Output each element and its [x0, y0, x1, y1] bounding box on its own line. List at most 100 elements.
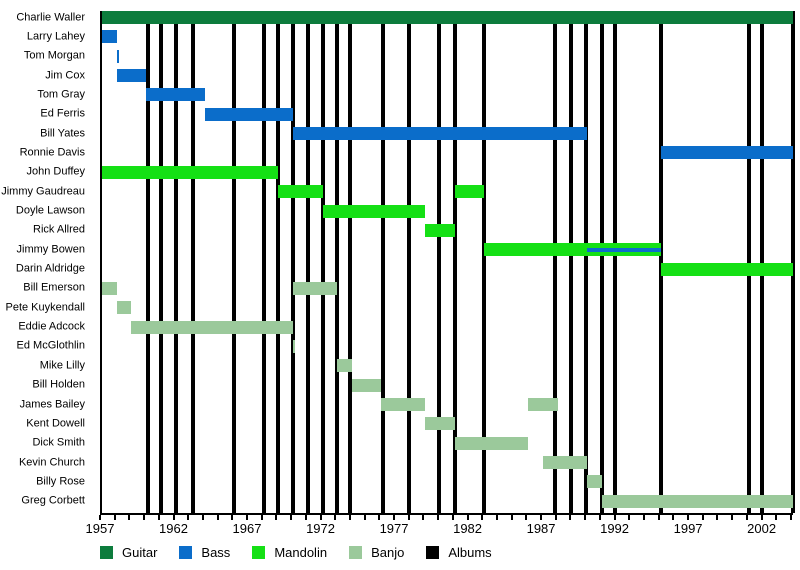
x-axis-tick-label: 1962 [159, 521, 188, 536]
member-label: Doyle Lawson [15, 204, 85, 217]
member-label: James Bailey [19, 398, 85, 410]
album-line [552, 11, 557, 513]
x-axis-tick [687, 515, 690, 520]
member-bar [322, 204, 426, 218]
x-axis-tick [407, 515, 410, 520]
album-line [380, 11, 385, 513]
legend-item: Bass [179, 546, 230, 559]
member-label: Jimmy Gaudreau [1, 185, 85, 198]
album-line [568, 11, 573, 513]
member-bar [278, 185, 323, 199]
x-axis-tick [716, 515, 719, 520]
x-axis-tick [584, 515, 587, 520]
member-label: Ed Ferris [40, 107, 85, 120]
x-axis-tick [554, 515, 557, 520]
x-axis-tick [231, 515, 234, 520]
x-axis-tick [422, 515, 425, 520]
x-axis-tick [99, 515, 101, 520]
x-axis-tick-label: 1977 [379, 521, 409, 536]
x-axis-tick [701, 515, 704, 520]
x-axis-tick [275, 515, 278, 520]
x-axis-tick [672, 515, 675, 520]
member-label: Bill Yates [40, 127, 85, 140]
x-axis-tick [466, 515, 469, 520]
x-axis-tick [481, 515, 484, 520]
member-label: John Duffey [26, 165, 85, 178]
member-label: Greg Corbett [21, 494, 85, 507]
x-axis-tick [157, 515, 160, 520]
legend-label: Bass [201, 545, 231, 560]
member-label: Kevin Church [18, 456, 85, 469]
album-line [583, 11, 588, 513]
member-label: Jimmy Bowen [16, 243, 85, 256]
x-axis-tick [393, 515, 396, 520]
x-axis-tick-label: 1967 [232, 521, 262, 536]
x-axis-tick [290, 515, 293, 520]
member-label: Billy Rose [36, 475, 85, 488]
album-line [320, 11, 325, 513]
member-bar [425, 417, 455, 431]
x-axis-tick-label: 2002 [747, 521, 777, 536]
album-line [232, 11, 237, 513]
x-axis-tick [260, 515, 263, 520]
legend: Guitar Bass Mandolin Banjo Albums [100, 546, 492, 559]
x-axis-tick [172, 515, 175, 520]
x-axis-tick [657, 515, 660, 520]
x-axis-tick [731, 515, 734, 520]
member-label: Ronnie Davis [19, 146, 85, 159]
x-axis-tick [348, 515, 351, 520]
legend-swatch-banjo [349, 546, 363, 559]
member-label: Bill Emerson [23, 281, 85, 294]
member-label: Rick Allred [33, 223, 85, 236]
x-axis-tick [510, 515, 513, 520]
member-bar [454, 185, 485, 199]
album-line [599, 11, 604, 513]
member-bar [454, 436, 529, 450]
legend-item: Guitar [100, 546, 157, 559]
plot-area: Charlie Waller Larry Lahey Tom Morgan Jim C… [1, 11, 795, 515]
x-axis-tick [745, 515, 748, 520]
legend-label: Mandolin [274, 545, 328, 560]
album-line [276, 11, 281, 513]
x-axis-tick-label: 1982 [453, 521, 483, 536]
x-axis-tick [642, 515, 645, 520]
album-line [407, 11, 412, 513]
x-axis-tick [319, 515, 322, 520]
album-line [291, 11, 296, 513]
legend-label: Albums [448, 545, 492, 560]
member-label: Larry Lahey [26, 30, 85, 43]
x-axis-tick [128, 515, 131, 520]
member-bar [146, 88, 205, 102]
x-axis-tick-label: 1972 [306, 521, 335, 536]
member-bar [601, 494, 793, 508]
legend-swatch-bass [179, 546, 193, 559]
member-bar [102, 30, 117, 44]
member-label: Darin Aldridge [15, 262, 85, 275]
x-axis-tick-label: 1992 [600, 521, 630, 536]
x-axis-tick [334, 515, 337, 520]
legend-label: Guitar [122, 545, 158, 560]
member-bar [116, 49, 119, 63]
album-line [158, 11, 163, 513]
x-axis-tick [495, 515, 498, 520]
member-bar [293, 339, 296, 353]
legend-swatch-albums [426, 546, 440, 559]
x-axis-tick-label: 1957 [85, 521, 115, 536]
x-axis-tick [304, 515, 307, 520]
album-line [348, 11, 353, 513]
x-axis-tick [143, 515, 146, 520]
album-line [145, 11, 150, 513]
x-axis-tick [613, 515, 616, 520]
member-label: Eddie Adcock [18, 320, 85, 333]
member-label: Mike Lilly [39, 359, 85, 372]
member-label: Ed McGlothlin [16, 339, 85, 352]
x-axis-tick-label: 1997 [673, 521, 703, 536]
member-label: Jim Cox [45, 69, 85, 82]
member-bar [543, 456, 588, 470]
x-axis-tick [363, 515, 366, 520]
member-bar [337, 359, 352, 373]
album-line [613, 11, 618, 513]
member-bar [293, 127, 588, 141]
legend-item: Albums [426, 545, 492, 560]
member-bar [131, 320, 294, 334]
